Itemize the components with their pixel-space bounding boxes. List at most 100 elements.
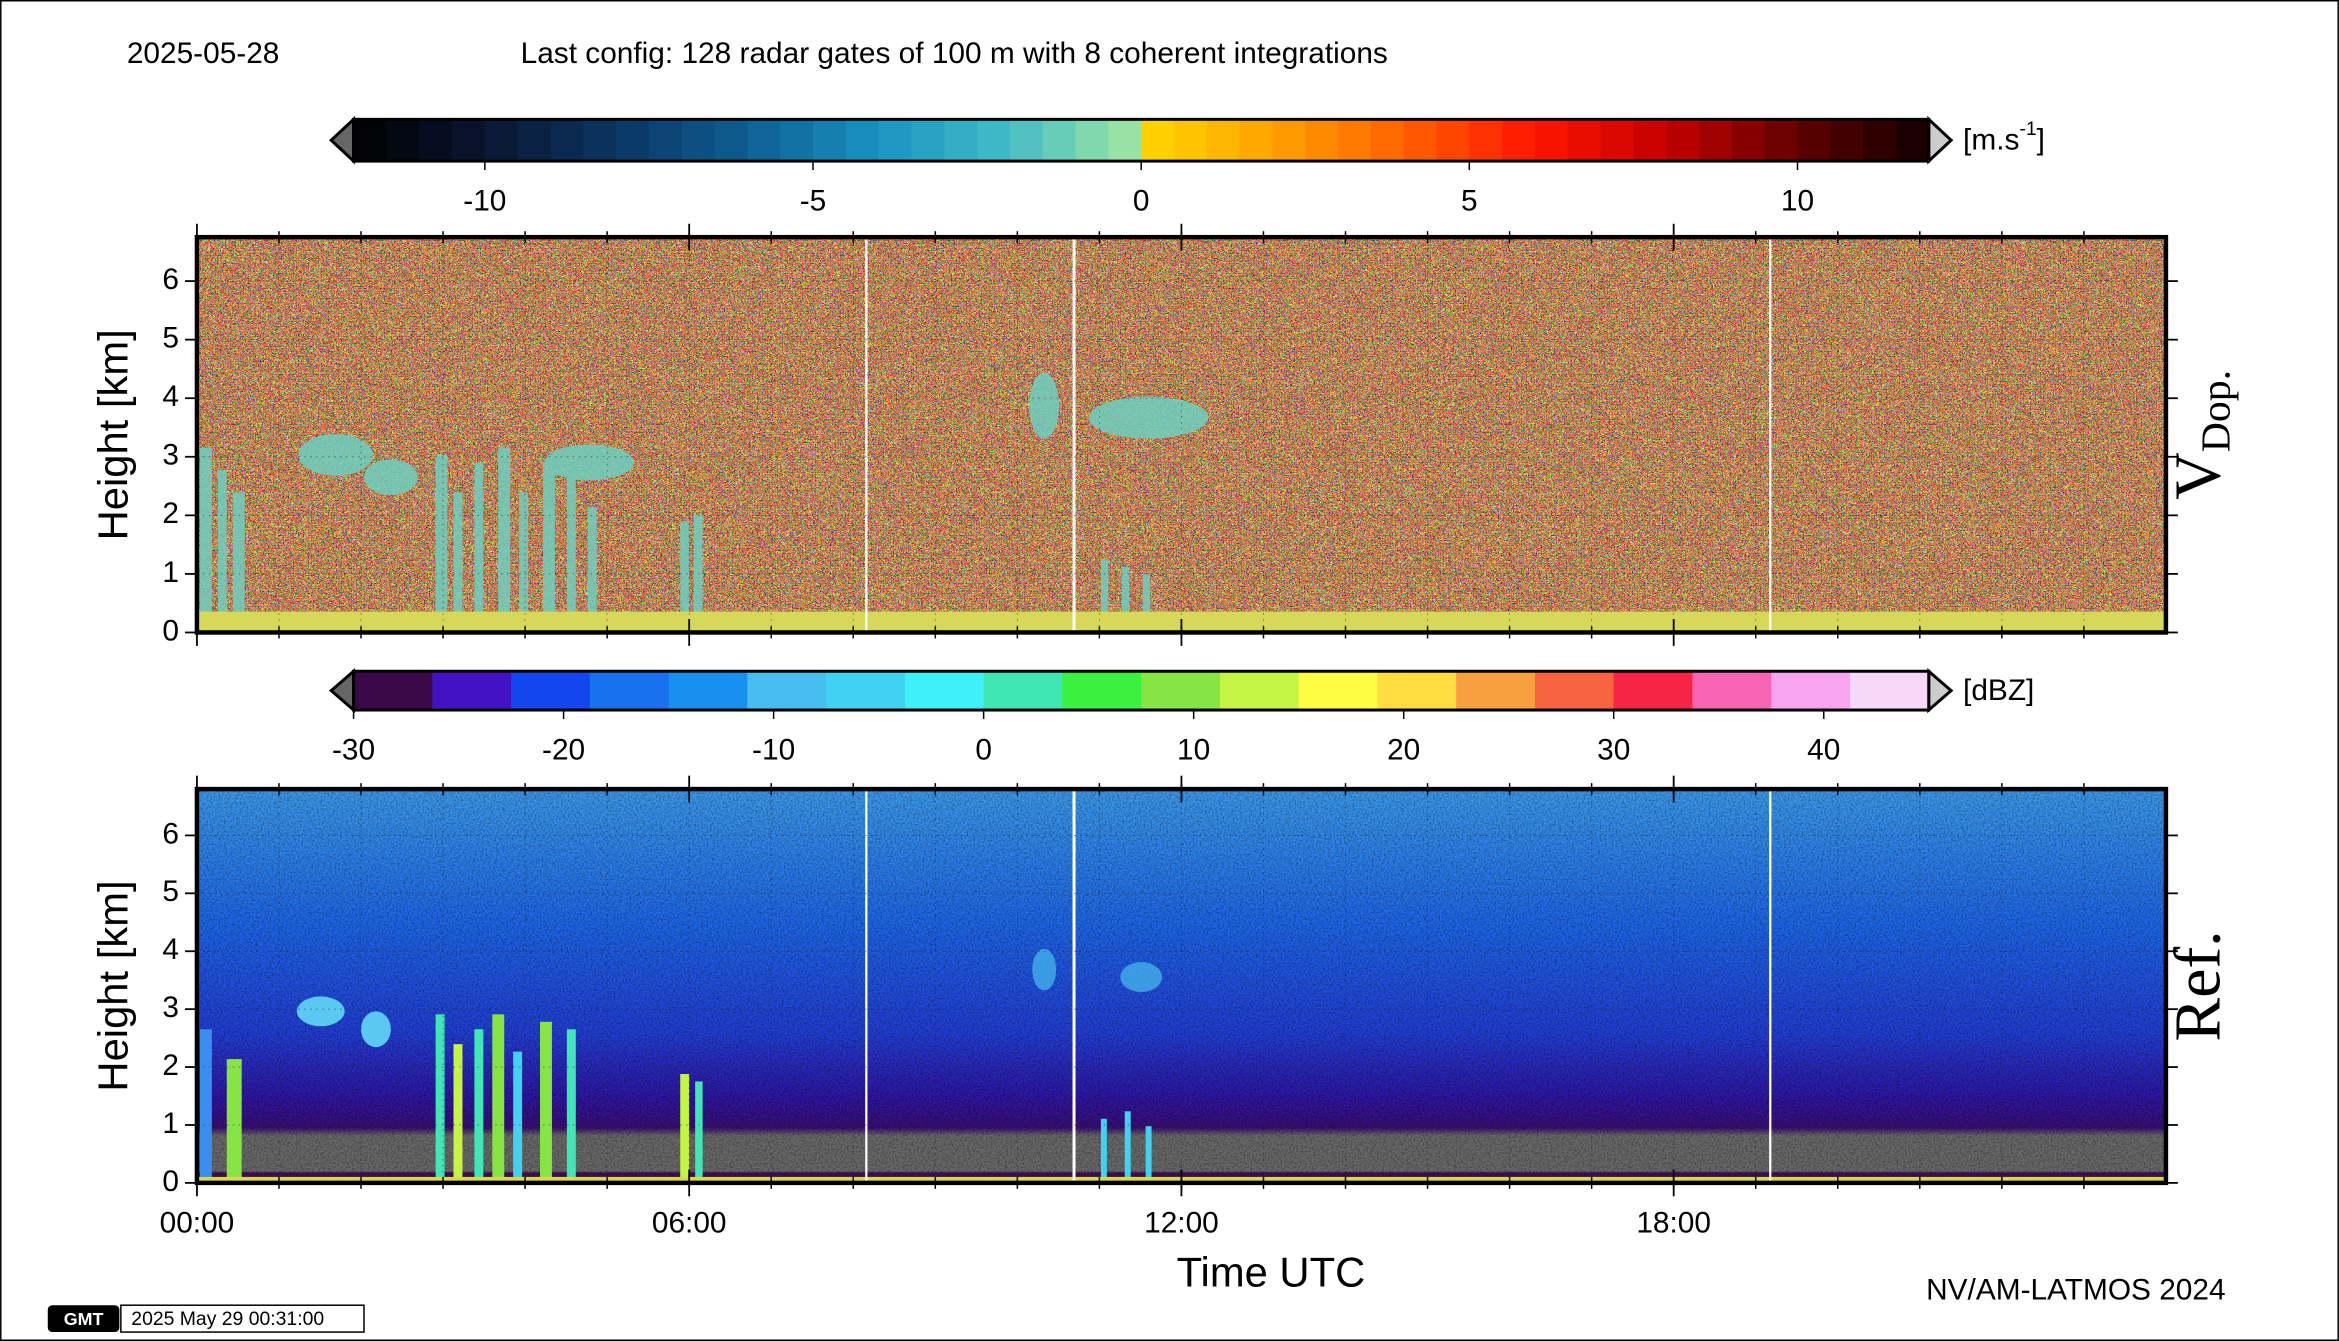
gap — [865, 789, 868, 1183]
echo — [361, 1011, 391, 1048]
colorbar-tick-label: 40 — [1807, 734, 1840, 767]
colorbar-segment — [1173, 119, 1208, 162]
x-tick-label: 06:00 — [652, 1207, 727, 1240]
echo — [453, 492, 463, 627]
timestamp-box — [120, 1304, 365, 1333]
colorbar-segment — [353, 119, 388, 162]
colorbar-segment — [681, 119, 716, 162]
credit: NV/AM-LATMOS 2024 — [1926, 1274, 2225, 1307]
colorbar-segment — [812, 119, 847, 162]
colorbar-segment — [1613, 671, 1694, 711]
gmt-logo — [47, 1305, 120, 1333]
echo — [1032, 948, 1057, 991]
x-tick-label: 18:00 — [1636, 1207, 1711, 1240]
colorbar-unit: [m.s-1] — [1963, 118, 2045, 157]
y-tick-label: 3 — [162, 991, 179, 1024]
colorbar-segment — [1731, 119, 1766, 162]
timestamp: 2025 May 29 00:31:00 — [131, 1308, 324, 1330]
colorbar-segment — [1239, 119, 1274, 162]
colorbar-segment — [1403, 119, 1438, 162]
gap — [1769, 237, 1772, 633]
echo — [453, 1044, 463, 1179]
colorbar-segment — [432, 671, 512, 711]
y-tick-label: 2 — [162, 1049, 179, 1082]
colorbar-unit: [dBZ] — [1963, 674, 2034, 707]
panel-frame — [194, 786, 2169, 1186]
colorbar-segment — [511, 671, 591, 711]
colorbar-segment — [1534, 671, 1615, 711]
colorbar-segment — [1666, 119, 1700, 162]
echo — [1124, 1111, 1131, 1179]
colorbar-segment — [583, 119, 617, 162]
x-tick-label: 12:00 — [1144, 1207, 1219, 1240]
y-tick-label: 1 — [162, 1107, 179, 1140]
colorbar-frame — [352, 669, 1931, 712]
y-tick-label: 5 — [162, 875, 179, 908]
echo — [566, 447, 576, 627]
y-tick-label: 4 — [162, 380, 179, 413]
echo — [217, 469, 227, 627]
echo — [435, 454, 448, 627]
echo — [693, 514, 703, 627]
echo — [199, 447, 212, 627]
gmt-logo-text: GMT — [64, 1309, 104, 1329]
colorbar-segment — [904, 671, 985, 711]
echo — [298, 434, 373, 476]
colorbar-segment — [714, 119, 749, 162]
colorbar-segment — [1771, 671, 1851, 711]
colorbar-segment — [386, 119, 420, 162]
echo — [435, 1014, 445, 1179]
y-tick-label: 6 — [162, 263, 179, 296]
colorbar-segment — [1141, 671, 1221, 711]
colorbar-unit-part: ] — [2037, 124, 2045, 157]
colorbar-segment — [419, 119, 453, 162]
colorbar-segment — [1141, 119, 1175, 162]
y-tick-label: 2 — [162, 497, 179, 530]
colorbar-segment — [1305, 119, 1339, 162]
echo — [1120, 962, 1163, 992]
echo — [1029, 372, 1060, 439]
colorbar-segment — [977, 119, 1011, 162]
colorbar-tick-label: 20 — [1387, 734, 1420, 767]
colorbar-segment — [452, 119, 486, 162]
colorbar-segment — [1377, 671, 1457, 711]
echo — [226, 1059, 242, 1179]
echo — [543, 462, 555, 627]
panel: -10 -5 0 5 10 [m.s-1] 0 1 2 3 4 5 6 Height [km] VDop. — [89, 115, 2239, 647]
colorbar-segment — [878, 119, 913, 162]
panel-frame — [194, 234, 2169, 635]
panel-title-main: V — [2163, 452, 2235, 499]
colorbar-segment — [983, 671, 1064, 711]
echo — [492, 1014, 505, 1179]
colorbar-tick-label: -5 — [800, 185, 827, 218]
colorbar-segment — [1272, 119, 1306, 162]
panel-title-main: Ref. — [2163, 930, 2235, 1041]
colorbar-segment — [1370, 119, 1405, 162]
y-tick-label: 4 — [162, 933, 179, 966]
y-tick-label: 5 — [162, 322, 179, 355]
panel: -30 -20 -10 0 10 20 30 40 [dBZ] 0 1 2 3 4 5 6 00:00 06:00… — [89, 667, 2235, 1295]
colorbar-segment — [747, 671, 827, 711]
y-tick-label: 6 — [162, 817, 179, 850]
colorbar-segment — [845, 119, 880, 162]
colorbar-segment — [517, 119, 552, 162]
colorbar-segment — [1075, 119, 1110, 162]
colorbar-segment — [1108, 119, 1142, 162]
gap — [865, 237, 868, 633]
config: Last config: 128 radar gates of 100 m wi… — [521, 37, 1388, 70]
y-tick-label: 3 — [162, 439, 179, 472]
colorbar-segment — [1206, 119, 1241, 162]
y-axis-label: Height [km] — [89, 880, 136, 1091]
colorbar-segment — [1797, 119, 1832, 162]
colorbar-segment — [1062, 671, 1142, 711]
colorbar-segment — [1895, 119, 1930, 162]
echo — [566, 1029, 576, 1179]
echo — [544, 444, 634, 481]
colorbar-segment — [1469, 119, 1503, 162]
doppler-echoes — [199, 372, 1209, 627]
colorbar-tick-label: 0 — [975, 734, 992, 767]
echo — [232, 492, 245, 627]
colorbar-tick-label: -30 — [332, 734, 375, 767]
echo — [474, 462, 484, 627]
